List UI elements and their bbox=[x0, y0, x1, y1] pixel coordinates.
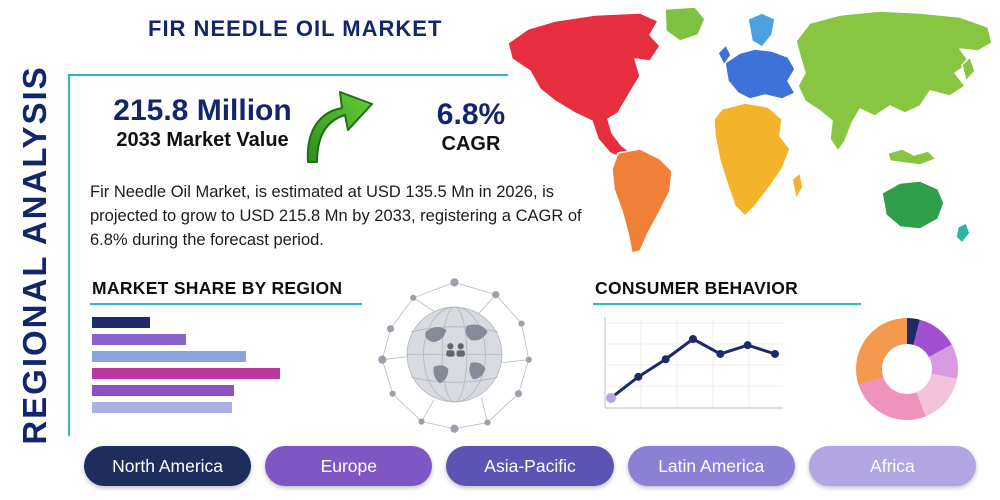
map-asia bbox=[795, 10, 993, 152]
consumer-behavior-heading: CONSUMER BEHAVIOR bbox=[595, 278, 799, 298]
map-madagascar bbox=[791, 172, 804, 200]
line-point bbox=[689, 335, 697, 343]
map-new-zealand bbox=[955, 222, 971, 244]
line-point bbox=[771, 349, 779, 358]
network-nodes bbox=[378, 278, 532, 433]
market-share-divider bbox=[90, 303, 362, 305]
side-label-box: REGIONAL ANALYSIS bbox=[4, 58, 66, 452]
description-text: Fir Needle Oil Market, is estimated at U… bbox=[90, 183, 582, 250]
side-label: REGIONAL ANALYSIS bbox=[16, 65, 53, 445]
bar-segment bbox=[92, 317, 150, 328]
market-value-number: 215.8 Million bbox=[113, 94, 292, 127]
region-pill-asia-pacific[interactable]: Asia-Pacific bbox=[446, 446, 614, 486]
market-value-label: 2033 Market Value bbox=[116, 129, 289, 151]
market-value-block: 215.8 Million 2033 Market Value bbox=[95, 94, 310, 152]
region-donut-chart bbox=[856, 318, 958, 420]
content-frame bbox=[68, 74, 508, 436]
line-chart-grid bbox=[605, 319, 783, 408]
map-indonesia bbox=[887, 148, 937, 166]
region-pill-africa[interactable]: Africa bbox=[808, 446, 977, 486]
cagr-number: 6.8% bbox=[436, 98, 506, 131]
globe-network-graphic bbox=[378, 278, 532, 433]
bar-segment bbox=[92, 385, 234, 396]
globe-landmasses bbox=[425, 324, 488, 384]
world-map bbox=[507, 6, 993, 254]
cagr-block: 6.8% CAGR bbox=[412, 98, 530, 156]
people-icon bbox=[446, 343, 465, 357]
market-share-bar-chart bbox=[92, 317, 292, 419]
line-point bbox=[716, 349, 725, 358]
growth-arrow-icon bbox=[306, 91, 373, 163]
cagr-label: CAGR bbox=[441, 133, 501, 155]
bar-segment bbox=[92, 334, 186, 345]
line-point bbox=[634, 372, 643, 381]
page-title: FIR NEEDLE OIL MARKET bbox=[148, 16, 443, 41]
bar-segment bbox=[92, 402, 232, 413]
consumer-behavior-divider bbox=[593, 303, 861, 305]
map-greenland bbox=[664, 6, 706, 42]
region-pill-europe[interactable]: Europe bbox=[265, 446, 433, 486]
map-australia bbox=[881, 180, 945, 230]
line-point bbox=[606, 392, 616, 403]
line-chart-axes bbox=[604, 317, 783, 409]
map-scandinavia bbox=[747, 12, 776, 48]
region-pill-latin-america[interactable]: Latin America bbox=[627, 446, 795, 486]
bar-segment bbox=[92, 351, 246, 362]
map-japan bbox=[961, 56, 976, 82]
line-point bbox=[743, 341, 752, 350]
line-point bbox=[661, 355, 670, 364]
region-pills-row: North America Europe Asia-Pacific Latin Ame… bbox=[84, 446, 977, 486]
map-north-america bbox=[507, 12, 661, 160]
map-south-america bbox=[611, 148, 673, 254]
market-share-heading: MARKET SHARE BY REGION bbox=[92, 278, 343, 298]
map-uk bbox=[717, 44, 732, 66]
bar-segment bbox=[92, 368, 280, 379]
region-pill-north-america[interactable]: North America bbox=[84, 446, 252, 486]
map-europe bbox=[724, 48, 796, 100]
consumer-behavior-line-chart bbox=[604, 317, 783, 409]
map-africa bbox=[713, 102, 791, 217]
